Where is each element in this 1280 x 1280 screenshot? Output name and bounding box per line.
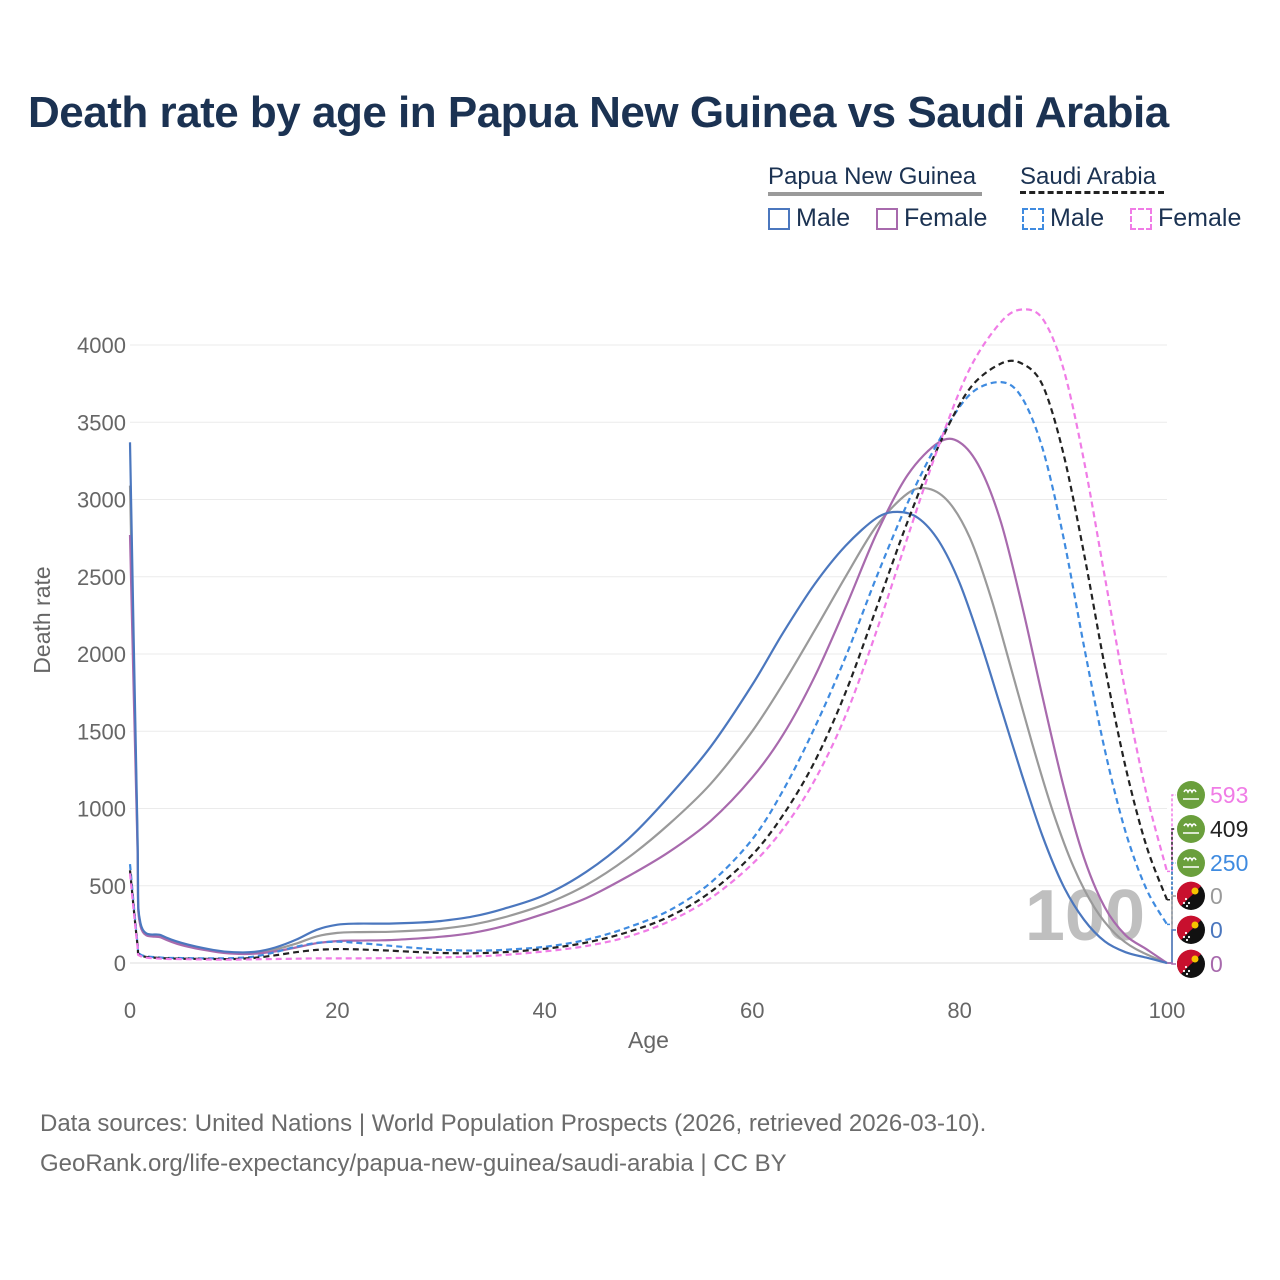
legend-item-png-female[interactable]: Female xyxy=(876,204,987,233)
png-flag-red-top xyxy=(1181,881,1201,896)
end-label-saudi-arabia-female: 593 xyxy=(1210,782,1248,808)
png-flag-star xyxy=(1187,969,1191,973)
legend-group-papua-new-guinea[interactable]: Papua New Guinea xyxy=(768,163,977,190)
legend-label-png-male: Male xyxy=(796,204,851,232)
saudi-flag-emblem xyxy=(1183,823,1199,834)
end-connector-papua-new-guinea-female xyxy=(1167,962,1176,965)
end-label-papua-new-guinea-female: 0 xyxy=(1210,951,1223,977)
source-line-1: Data sources: United Nations | World Pop… xyxy=(40,1110,987,1137)
png-flag-bird xyxy=(1191,955,1199,963)
png-flag-star xyxy=(1184,965,1188,969)
end-label-papua-new-guinea-total: 0 xyxy=(1210,883,1223,909)
png-flag-star xyxy=(1185,972,1189,976)
x-tick-label: 40 xyxy=(533,998,557,1023)
legend-label-png-female: Female xyxy=(904,204,988,232)
x-tick-label: 0 xyxy=(124,998,136,1023)
series-line-saudi-arabia-female xyxy=(128,308,1169,961)
chart-title: Death rate by age in Papua New Guinea vs… xyxy=(28,88,1169,137)
y-axis-title: Death rate xyxy=(29,566,55,673)
png-flag-star xyxy=(1184,897,1188,901)
y-tick-label: 1000 xyxy=(77,797,126,822)
png-flag-star xyxy=(1184,931,1188,935)
legend-swatch-png-female xyxy=(876,207,898,230)
png-flag-star xyxy=(1182,935,1186,939)
saudi-flag-icon xyxy=(1177,849,1205,877)
legend-label-sa-female: Female xyxy=(1158,204,1242,232)
y-tick-label: 3000 xyxy=(77,488,126,513)
y-tick-label: 1500 xyxy=(77,719,126,744)
legend-label-sa-male: Male xyxy=(1050,204,1105,232)
png-flag-bird xyxy=(1191,921,1199,929)
y-tick-label: 2000 xyxy=(77,642,126,667)
x-tick-label: 60 xyxy=(740,998,764,1023)
png-flag-star xyxy=(1182,969,1186,973)
y-tick-label: 500 xyxy=(89,874,126,899)
legend-group-saudi-arabia[interactable]: Saudi Arabia xyxy=(1020,163,1157,190)
y-tick-label: 2500 xyxy=(77,565,126,590)
legend-swatch-png-male xyxy=(768,207,790,230)
png-flag-red-top xyxy=(1181,949,1201,964)
x-tick-label: 20 xyxy=(325,998,349,1023)
series-line-saudi-arabia-total xyxy=(128,359,1169,961)
png-flag-star xyxy=(1187,935,1191,939)
png-flag-star xyxy=(1185,938,1189,942)
x-tick-label: 100 xyxy=(1149,998,1186,1023)
end-label-saudi-arabia-male: 250 xyxy=(1210,850,1248,876)
y-tick-label: 3500 xyxy=(77,410,126,435)
x-axis-title: Age xyxy=(628,1027,669,1053)
png-flag-red-top xyxy=(1181,915,1201,930)
y-tick-label: 4000 xyxy=(77,333,126,358)
end-label-saudi-arabia-total: 409 xyxy=(1210,816,1248,842)
legend-swatch-sa-female xyxy=(1130,207,1152,230)
series-line-saudi-arabia-male xyxy=(128,380,1168,960)
saudi-flag-icon xyxy=(1177,815,1205,843)
png-flag-star xyxy=(1185,904,1189,908)
png-flag-star xyxy=(1182,901,1186,905)
series-line-papua-new-guinea-female xyxy=(128,437,1168,964)
legend-item-png-male[interactable]: Male xyxy=(768,204,850,233)
legend-bar-saudi-arabia xyxy=(1020,191,1164,194)
series-line-papua-new-guinea-male xyxy=(128,442,1168,965)
end-label-papua-new-guinea-male: 0 xyxy=(1210,917,1223,943)
legend-item-sa-female[interactable]: Female xyxy=(1130,204,1241,233)
legend-bar-papua-new-guinea xyxy=(768,192,982,196)
end-connector-saudi-arabia-female xyxy=(1167,794,1176,873)
png-flag-star xyxy=(1187,901,1191,905)
saudi-flag-emblem xyxy=(1183,857,1199,868)
saudi-flag-icon xyxy=(1177,781,1205,809)
legend-swatch-sa-male xyxy=(1022,207,1044,230)
legend-item-sa-male[interactable]: Male xyxy=(1022,204,1104,233)
y-tick-label: 0 xyxy=(114,951,126,976)
end-connector-saudi-arabia-male xyxy=(1167,862,1176,926)
saudi-flag-emblem xyxy=(1183,789,1199,800)
end-connector-papua-new-guinea-male xyxy=(1167,929,1176,964)
png-flag-bird xyxy=(1191,887,1199,895)
x-tick-label: 80 xyxy=(947,998,971,1023)
source-line-2: GeoRank.org/life-expectancy/papua-new-gu… xyxy=(40,1150,787,1177)
